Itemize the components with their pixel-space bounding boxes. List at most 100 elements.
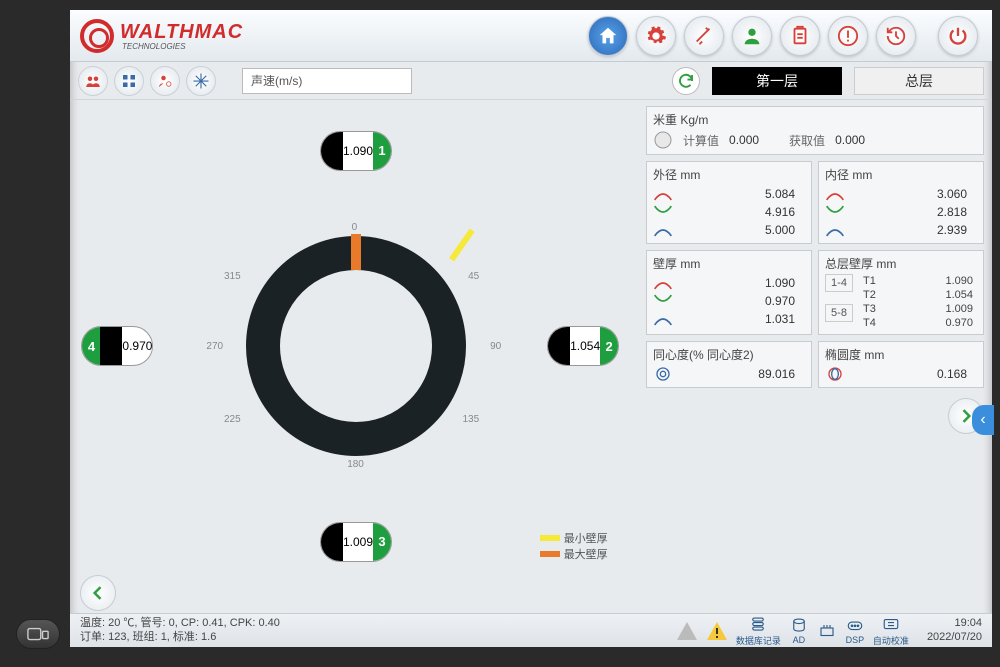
group-5-8[interactable]: 5-8: [825, 304, 853, 322]
datetime: 19:04 2022/07/20: [927, 617, 982, 643]
gauge-area: 1.0901 1.0542 1.0093 0.9704 0 45 90 135 …: [70, 100, 642, 613]
wall-min: 0.970: [765, 294, 795, 308]
panel-od: 外径 mm 5.084 4.916 5.000: [646, 161, 812, 244]
scale-45: 45: [468, 271, 479, 282]
probe-3[interactable]: 1.0093: [320, 522, 392, 562]
sub-toolbar: 声速(m/s) 第一层 总层: [70, 62, 992, 100]
prev-button[interactable]: [80, 575, 116, 611]
min-marker: [449, 228, 475, 261]
panel-concentricity: 同心度(% 同心度2) 89.016: [646, 341, 812, 388]
conc-value: 89.016: [758, 367, 795, 381]
home-button[interactable]: [588, 16, 628, 56]
probe-1-id: 1: [373, 132, 391, 170]
refresh-button[interactable]: [672, 67, 700, 95]
probe-4[interactable]: 0.970 4: [81, 326, 153, 366]
scale-180: 180: [347, 459, 364, 470]
panel-id: 内径 mm 3.060 2.818 2.939: [818, 161, 984, 244]
sphere-icon: [653, 130, 673, 150]
logo-swirl-icon: [80, 19, 114, 53]
power-button[interactable]: [938, 16, 978, 56]
caliper-button[interactable]: [684, 16, 724, 56]
target-icon: [653, 366, 673, 382]
avg-icon: [653, 222, 673, 238]
min-icon: [653, 204, 673, 220]
history-button[interactable]: [876, 16, 916, 56]
scale-90: 90: [490, 341, 501, 352]
status-text: 温度: 20 ℃, 管号: 0, CP: 0.41, CPK: 0.40 订单:…: [80, 617, 280, 643]
max-marker: [351, 234, 361, 270]
panel-ovality: 椭圆度 mm 0.168: [818, 341, 984, 388]
legend-min-swatch: [540, 535, 560, 541]
module-button[interactable]: [817, 622, 837, 640]
probe-1-value: 1.090: [343, 144, 373, 158]
t4-value: 0.970: [945, 317, 973, 329]
logo: WALTHMAC TECHNOLOGIES: [80, 19, 243, 53]
id-max: 3.060: [937, 187, 967, 201]
probe-2[interactable]: 1.0542: [547, 326, 619, 366]
get-value: 0.000: [835, 133, 865, 147]
legend-max-swatch: [540, 551, 560, 557]
panel-wall: 壁厚 mm 1.090 0.970 1.031: [646, 250, 812, 335]
header: WALTHMAC TECHNOLOGIES: [70, 10, 992, 62]
hardware-button[interactable]: [16, 619, 60, 649]
od-avg: 5.000: [765, 223, 795, 237]
od-min: 4.916: [765, 205, 795, 219]
t2-value: 1.054: [945, 289, 973, 301]
scan-button[interactable]: 自动校准: [873, 615, 909, 647]
t3-value: 1.009: [945, 303, 973, 315]
get-label: 获取值: [789, 132, 825, 149]
panel-meter-weight: 米重 Kg/m 计算值 0.000 获取值 0.000: [646, 106, 984, 155]
user-gear-icon[interactable]: [150, 66, 180, 96]
oval-icon: [825, 366, 845, 382]
clipboard-button[interactable]: [780, 16, 820, 56]
probe-2-value: 1.054: [570, 339, 600, 353]
tab-layer-1[interactable]: 第一层: [712, 67, 842, 95]
scale-315: 315: [224, 271, 241, 282]
probe-1[interactable]: 1.0901: [320, 131, 392, 171]
time: 19:04: [927, 617, 982, 630]
group-icon[interactable]: [78, 66, 108, 96]
star-icon[interactable]: [186, 66, 216, 96]
ad-button[interactable]: AD: [789, 616, 809, 645]
warn-yellow-icon[interactable]: [706, 620, 728, 642]
main-area: 1.0901 1.0542 1.0093 0.9704 0 45 90 135 …: [70, 100, 992, 613]
legend: 最小壁厚 最大壁厚: [540, 530, 608, 562]
dsp-button[interactable]: DSP: [845, 616, 865, 645]
legend-max-label: 最大壁厚: [564, 546, 608, 562]
status-line-2: 订单: 123, 班组: 1, 标准: 1.6: [80, 631, 280, 644]
alert-button[interactable]: [828, 16, 868, 56]
grid-icon[interactable]: [114, 66, 144, 96]
scale-135: 135: [463, 414, 480, 425]
probe-3-id: 3: [373, 523, 391, 561]
tab-total[interactable]: 总层: [854, 67, 984, 95]
panel-total-title: 总层壁厚 mm: [825, 255, 977, 272]
side-drawer-toggle[interactable]: ‹: [972, 405, 994, 435]
panel-meter-title: 米重 Kg/m: [653, 111, 977, 128]
od-max: 5.084: [765, 187, 795, 201]
t3-label: T3: [863, 303, 876, 315]
wall-avg: 1.031: [765, 312, 795, 326]
speed-input[interactable]: 声速(m/s): [242, 68, 412, 94]
user-button[interactable]: [732, 16, 772, 56]
probe-2-id: 2: [600, 327, 618, 365]
avg-icon: [825, 222, 845, 238]
oval-title: 椭圆度 mm: [825, 346, 977, 363]
probe-4-id: 4: [82, 327, 100, 365]
status-line-1: 温度: 20 ℃, 管号: 0, CP: 0.41, CPK: 0.40: [80, 617, 280, 630]
panel-id-title: 内径 mm: [825, 166, 977, 183]
probe-4-value: 0.970: [122, 339, 152, 353]
group-1-4[interactable]: 1-4: [825, 274, 853, 292]
panel-wall-title: 壁厚 mm: [653, 255, 805, 272]
db-button[interactable]: 数据库记录: [736, 615, 781, 647]
max-icon: [653, 186, 673, 202]
probe-3-value: 1.009: [343, 535, 373, 549]
t1-value: 1.090: [945, 275, 973, 287]
min-icon: [825, 204, 845, 220]
footer: 温度: 20 ℃, 管号: 0, CP: 0.41, CPK: 0.40 订单:…: [70, 613, 992, 647]
data-panels: 米重 Kg/m 计算值 0.000 获取值 0.000 外径 mm 5.084 …: [642, 100, 992, 613]
settings-button[interactable]: [636, 16, 676, 56]
wall-max: 1.090: [765, 276, 795, 290]
panel-od-title: 外径 mm: [653, 166, 805, 183]
legend-min-label: 最小壁厚: [564, 530, 608, 546]
calc-label: 计算值: [683, 132, 719, 149]
